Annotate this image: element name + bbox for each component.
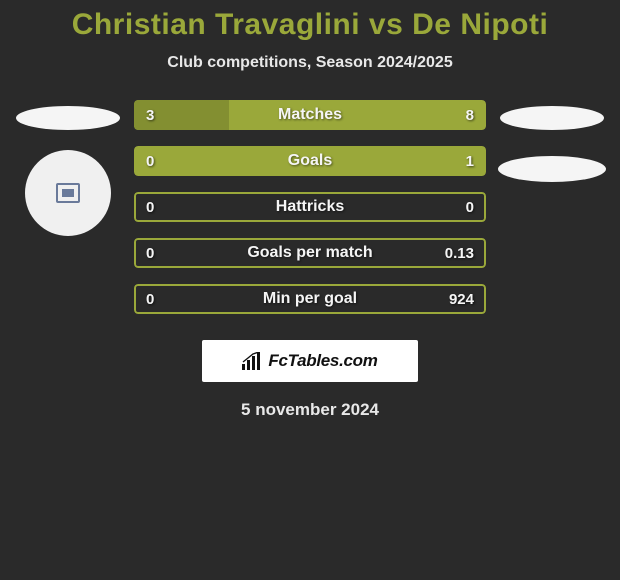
bar-value-right: 0 [466,199,474,216]
stat-bars: 3 Matches 8 0 Goals 1 0 Hattricks 0 0 Goals per ma… [128,100,492,314]
comparison-infographic: Christian Travaglini vs De Nipoti Club c… [0,0,620,420]
bar-label: Goals [288,152,332,170]
brand-chart-icon [242,352,264,370]
bar-value-right: 1 [466,153,474,170]
bar-label: Hattricks [276,198,344,216]
bar-label: Min per goal [263,290,357,308]
avatar-placeholder-icon [56,183,80,203]
bar-value-right: 924 [449,291,474,308]
bar-value-right: 0.13 [445,245,474,262]
player-badge-right-2 [498,156,606,182]
stat-bar: 0 Goals per match 0.13 [134,238,486,268]
right-player-column [492,100,612,182]
stat-bar: 0 Min per goal 924 [134,284,486,314]
left-player-column [8,100,128,236]
player-badge-right-1 [500,106,604,130]
player-avatar-left [25,150,111,236]
player-badge-left-1 [16,106,120,130]
brand-box[interactable]: FcTables.com [202,340,418,382]
stat-bar: 0 Goals 1 [134,146,486,176]
bar-value-left: 0 [146,245,154,262]
bar-value-left: 0 [146,199,154,216]
stat-bar: 0 Hattricks 0 [134,192,486,222]
content-row: 3 Matches 8 0 Goals 1 0 Hattricks 0 0 Goals per ma… [0,100,620,314]
bar-value-right: 8 [466,107,474,124]
page-title: Christian Travaglini vs De Nipoti [0,8,620,42]
brand-label: FcTables.com [268,351,377,371]
stat-bar: 3 Matches 8 [134,100,486,130]
date-text: 5 november 2024 [241,400,379,420]
subtitle: Club competitions, Season 2024/2025 [0,54,620,72]
bar-label: Matches [278,106,342,124]
bar-label: Goals per match [247,244,372,262]
bar-value-left: 0 [146,291,154,308]
bar-value-left: 0 [146,153,154,170]
footer: FcTables.com 5 november 2024 [0,340,620,420]
bar-value-left: 3 [146,107,154,124]
